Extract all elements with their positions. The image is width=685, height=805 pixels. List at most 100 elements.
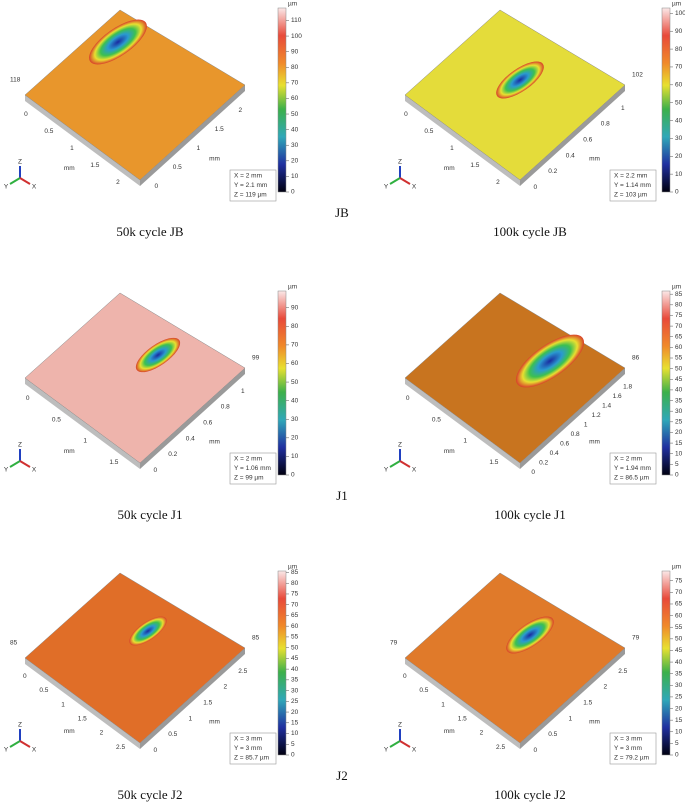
surface [404, 292, 626, 464]
axis-tick-label: 0.5 [44, 128, 53, 135]
axis-tick-label: 1.5 [489, 459, 498, 466]
axis-tick-label: 0 [403, 673, 407, 680]
colorbar-tick-label: 15 [291, 720, 299, 727]
axis-tick-label: 0 [24, 111, 28, 118]
surface-side [25, 378, 140, 469]
colorbar-tick-label: 40 [291, 397, 299, 404]
colorbar-tick-label: 70 [291, 80, 299, 87]
axis-tick-label: 0.5 [168, 731, 177, 738]
caption: 50k cycle J2 [118, 787, 183, 802]
group-label: J2 [336, 768, 348, 783]
caption: 100k cycle J1 [494, 507, 565, 522]
height-label: 79 [390, 640, 398, 647]
triad-axis [9, 460, 21, 468]
axis-unit: mm [64, 165, 75, 172]
pit [135, 337, 181, 373]
colorbar-tick-label: 20 [291, 158, 299, 165]
info-text: Y = 1.06 mm [234, 465, 271, 472]
colorbar-tick-label: 10 [291, 173, 299, 180]
triad-label: X [32, 747, 37, 754]
triad-label: X [412, 467, 417, 474]
triad-label: X [32, 184, 37, 191]
pit [129, 616, 167, 646]
surface-side [405, 95, 520, 186]
triad-label: Y [4, 747, 9, 754]
axis-tick-label: 0 [23, 673, 27, 680]
height-label: 102 [632, 72, 643, 79]
triad-label: X [412, 184, 417, 191]
group-label: JB [335, 205, 349, 220]
axis-tick-label: 2.5 [238, 668, 247, 675]
colorbar-tick-label: 75 [291, 591, 299, 598]
triad-label: Z [18, 159, 22, 166]
colorbar-tick-label: 50 [675, 99, 683, 106]
triad-label: Z [398, 159, 402, 166]
colorbar-tick-label: 80 [291, 580, 299, 587]
colorbar-tick-label: 40 [291, 126, 299, 133]
colorbar-tick-label: 65 [675, 601, 683, 608]
surface [24, 292, 246, 464]
colorbar-tick-label: 50 [675, 636, 683, 643]
colorbar-tick-label: 0 [675, 752, 679, 759]
surface-side [520, 648, 625, 749]
triad-label: Z [18, 722, 22, 729]
colorbar-tick-label: 30 [675, 135, 683, 142]
panel: 118 0 0.5 1 1.5 2 mm 0 0.5 1 1.5 2 mm Z Y X X = 2 mm Y = … [4, 1, 302, 202]
axis-tick-label: 0.5 [52, 416, 61, 423]
colorbar-tick-label: 35 [675, 397, 683, 404]
triad-axis [399, 740, 411, 748]
triad-label: Y [4, 184, 9, 191]
pit [89, 19, 147, 65]
axis-tick-label: 2.5 [116, 744, 125, 751]
colorbar-tick-label: 50 [291, 644, 299, 651]
axis-tick-label: 0.5 [173, 164, 182, 171]
axis-tick-label: 2 [116, 179, 120, 186]
info-text: X = 3 mm [234, 736, 262, 743]
colorbar [277, 570, 287, 756]
axis-tick-label: 1 [450, 145, 454, 152]
colorbar-unit: µm [672, 564, 681, 571]
colorbar-tick-label: 35 [291, 677, 299, 684]
colorbar-tick-label: 30 [291, 416, 299, 423]
axis-unit: mm [444, 165, 455, 172]
axis-unit: mm [209, 156, 220, 163]
colorbar-tick-label: 10 [675, 728, 683, 735]
colorbar-unit: µm [288, 564, 297, 571]
axis-tick-label: 0.4 [550, 450, 559, 457]
axis-tick-label: 1.5 [470, 162, 479, 169]
colorbar-tick-label: 80 [291, 64, 299, 71]
axis-tick-label: 1.5 [215, 126, 224, 133]
colorbar-tick-label: 0 [675, 189, 679, 196]
colorbar-tick-label: 100 [291, 33, 302, 40]
info-text: X = 2 mm [234, 456, 262, 463]
triad-label: Y [384, 747, 389, 754]
colorbar-tick-label: 60 [291, 360, 299, 367]
axis-tick-label: 1.5 [109, 459, 118, 466]
colorbar-tick-label: 50 [291, 111, 299, 118]
colorbar-tick-label: 15 [675, 440, 683, 447]
axis-tick-label: 0.2 [539, 459, 548, 466]
colorbar-tick-label: 60 [291, 95, 299, 102]
colorbar-tick-label: 30 [675, 408, 683, 415]
axis-tick-label: 0.6 [560, 440, 569, 447]
colorbar-unit: µm [672, 1, 681, 8]
colorbar-tick-label: 40 [675, 117, 683, 124]
colorbar-tick-label: 45 [291, 655, 299, 662]
axis-tick-label: 1.5 [458, 715, 467, 722]
colorbar-tick-label: 20 [675, 705, 683, 712]
axis-tick-label: 1 [441, 701, 445, 708]
colorbar-tick-label: 80 [291, 323, 299, 330]
axis-tick-label: 0.5 [548, 731, 557, 738]
colorbar-tick-label: 10 [291, 453, 299, 460]
triad-label: Y [384, 184, 389, 191]
height-label: 99 [252, 355, 260, 362]
info-text: Y = 1.94 mm [614, 465, 651, 472]
axis-tick-label: 2 [223, 684, 227, 691]
colorbar-tick-label: 110 [291, 17, 302, 24]
axis-tick-label: 0.5 [432, 416, 441, 423]
colorbar-tick-label: 50 [675, 365, 683, 372]
axis-tick-label: 1 [83, 438, 87, 445]
axis-unit: mm [64, 728, 75, 735]
info-text: Z = 86.5 µm [614, 475, 649, 482]
